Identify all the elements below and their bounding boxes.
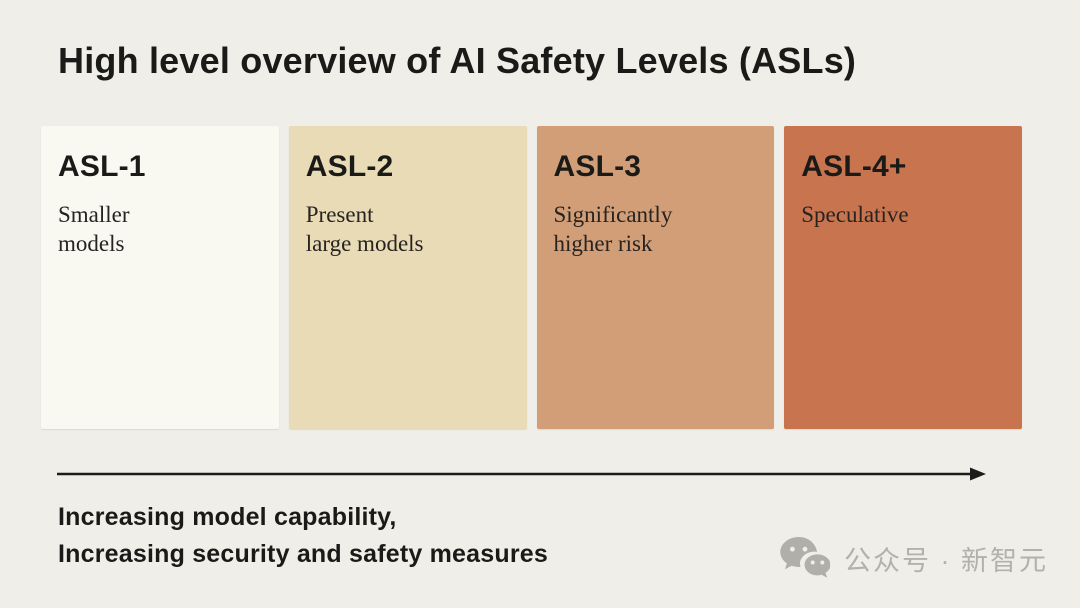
asl-2-description: Present large models [306,200,511,258]
description-line: Speculative [801,202,909,227]
caption-security-safety: Increasing security and safety measures [58,540,548,568]
axis-captions: Increasing model capability, Increasing … [58,499,548,573]
page-title: High level overview of AI Safety Levels … [58,40,857,81]
asl-4-title: ASL-4+ [801,150,907,183]
description-line: models [58,231,125,256]
description-line: Smaller [58,202,130,227]
asl-1-card: ASL-1 Smaller models [41,126,279,429]
wechat-icon [780,537,830,578]
asl-4-card: ASL-4+ Speculative [784,126,1022,429]
asl-levels-row: ASL-1 Smaller models ASL-2 Present large… [41,126,1022,429]
capability-axis-arrow-icon [57,467,986,481]
asl-2-card: ASL-2 Present large models [288,126,527,429]
asl-2-title: ASL-2 [305,150,394,183]
asl-1-title: ASL-1 [58,150,146,183]
caption-capability: Increasing model capability, [58,503,397,531]
asl-1-description: Smaller models [58,200,263,258]
asl-3-title: ASL-3 [553,150,642,183]
description-line: Present [305,202,374,227]
description-line: large models [305,231,424,256]
watermark: 公众号 · 新智元 [780,537,1048,580]
asl-3-card: ASL-3 Significantly higher risk [536,126,775,429]
asl-3-description: Significantly higher risk [554,200,759,258]
watermark-text: 公众号 · 新智元 [844,546,1048,576]
description-line: Significantly [553,202,673,227]
asl-4-description: Speculative [801,200,1006,229]
description-line: higher risk [553,231,653,256]
